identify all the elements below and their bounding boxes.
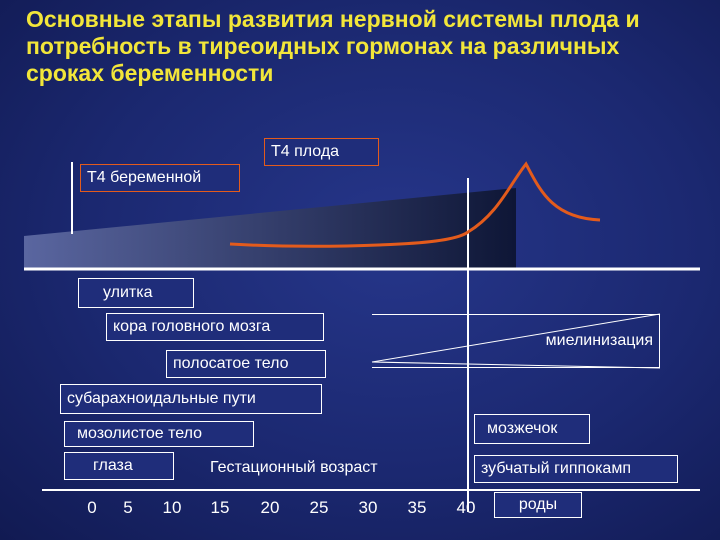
birth-label: роды (518, 496, 558, 513)
myelination-box: миелинизация (372, 314, 660, 368)
striatum-label: полосатое тело (173, 355, 289, 372)
striatum-box: полосатое тело (166, 350, 326, 378)
cortex-label: кора головного мозга (113, 318, 271, 335)
t4-mother-box: Т4 беременной (80, 164, 240, 192)
corpus-callosum-box: мозолистое тело (64, 421, 254, 447)
axis-tick-label: 25 (309, 498, 329, 517)
axis-tick-label: 30 (358, 498, 378, 517)
cerebellum-box: мозжечок (474, 414, 590, 444)
cortex-box: кора головного мозга (106, 313, 324, 341)
axis-tick-label: 15 (210, 498, 230, 517)
dentate-hippocampus-box: зубчатый гиппокамп (474, 455, 678, 483)
t4-mother-label: Т4 беременной (87, 169, 202, 186)
axis-tick-label: 35 (407, 498, 427, 517)
axis-tick-label: 40 (456, 498, 476, 517)
t4-fetus-label: Т4 плода (271, 143, 340, 160)
cochlea-label: улитка (103, 284, 153, 301)
eyes-label: глаза (93, 457, 133, 474)
dentate-hippocampus-label: зубчатый гиппокамп (481, 460, 631, 477)
subarachnoid-label: субарахноидальные пути (67, 390, 256, 407)
birth-box: роды (494, 492, 582, 518)
axis-tick-label: 10 (162, 498, 182, 517)
eyes-box: глаза (64, 452, 174, 480)
t4-fetus-box: Т4 плода (264, 138, 379, 166)
axis-tick-label: 0 (87, 498, 97, 517)
cochlea-box: улитка (78, 278, 194, 308)
corpus-callosum-label: мозолистое тело (77, 425, 203, 442)
fetal-t4-curve (229, 161, 601, 248)
cerebellum-label: мозжечок (487, 420, 558, 437)
axis-tick-label: 5 (123, 498, 133, 517)
axis-tick-label: 20 (260, 498, 280, 517)
slide-title: Основные этапы развития нервной системы … (26, 6, 640, 86)
maternal-t4-area (24, 188, 516, 268)
myelination-label: миелинизация (545, 332, 653, 349)
gestational-age-label: Гестационный возраст (210, 459, 378, 476)
subarachnoid-box: субарахноидальные пути (60, 384, 322, 414)
myelination-wedge-top (371, 313, 661, 363)
